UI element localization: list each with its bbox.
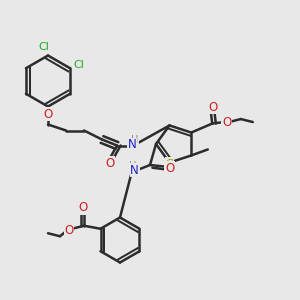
Text: O: O <box>105 157 114 170</box>
Text: O: O <box>78 201 87 214</box>
Text: O: O <box>222 116 231 128</box>
Text: O: O <box>64 224 74 237</box>
Text: O: O <box>44 107 52 121</box>
Text: N: N <box>130 164 139 177</box>
Text: Cl: Cl <box>38 41 49 52</box>
Text: O: O <box>208 100 218 113</box>
Text: N: N <box>128 138 136 152</box>
Text: H: H <box>131 135 139 145</box>
Text: O: O <box>165 162 174 175</box>
Text: S: S <box>165 158 174 170</box>
Text: Cl: Cl <box>73 60 84 70</box>
Text: H: H <box>129 160 136 171</box>
